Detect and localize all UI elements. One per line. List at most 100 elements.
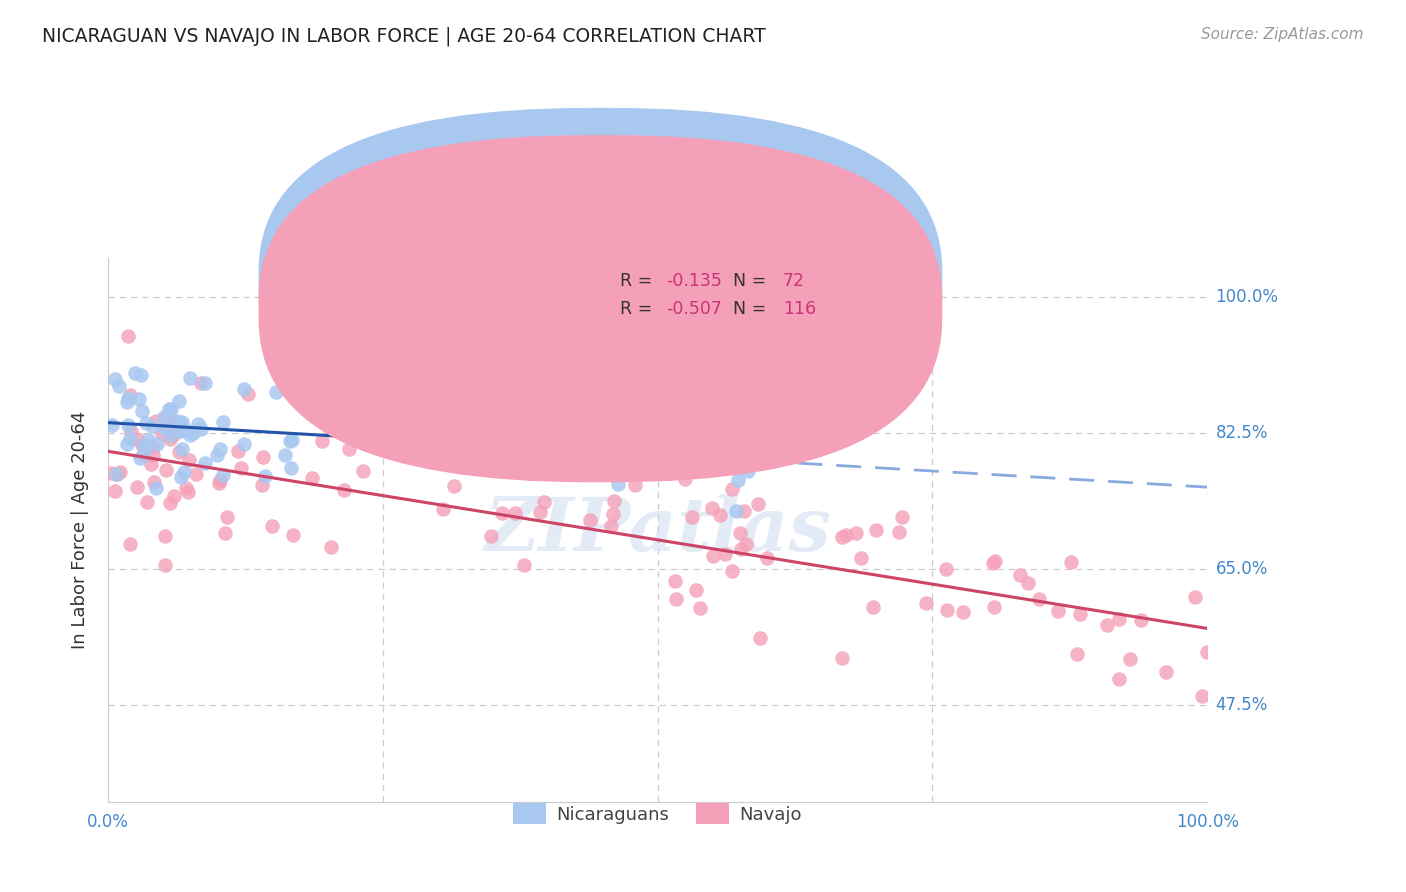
Point bbox=[735, 537, 758, 551]
Point bbox=[607, 477, 630, 491]
Point bbox=[935, 603, 957, 617]
Point bbox=[108, 379, 131, 393]
Point bbox=[153, 409, 176, 424]
Point bbox=[117, 328, 139, 343]
Point bbox=[831, 651, 853, 665]
Point bbox=[319, 540, 342, 554]
Point bbox=[194, 457, 217, 471]
Point bbox=[1010, 568, 1032, 582]
Point bbox=[134, 438, 156, 452]
Point bbox=[166, 414, 188, 428]
Point bbox=[533, 495, 555, 509]
Point bbox=[1191, 689, 1213, 703]
Point bbox=[226, 444, 249, 458]
Point bbox=[170, 415, 193, 429]
Text: N =: N = bbox=[734, 272, 772, 291]
Point bbox=[1108, 612, 1130, 626]
Point bbox=[891, 510, 914, 524]
Point bbox=[849, 551, 872, 566]
Text: 0.0%: 0.0% bbox=[87, 814, 129, 831]
Point bbox=[278, 434, 301, 449]
Point bbox=[700, 500, 723, 515]
Point bbox=[602, 507, 624, 521]
Point bbox=[117, 417, 139, 432]
Point bbox=[669, 384, 692, 399]
Y-axis label: In Labor Force | Age 20-64: In Labor Force | Age 20-64 bbox=[72, 411, 89, 649]
Text: R =: R = bbox=[620, 272, 658, 291]
Point bbox=[727, 473, 749, 487]
Point bbox=[983, 600, 1005, 615]
Point bbox=[689, 600, 711, 615]
Point bbox=[478, 392, 501, 406]
Point bbox=[1156, 665, 1178, 680]
Point bbox=[115, 437, 138, 451]
Text: R =: R = bbox=[620, 300, 658, 318]
Point bbox=[264, 384, 287, 399]
Point bbox=[167, 415, 190, 429]
Point bbox=[145, 414, 167, 428]
Point bbox=[153, 529, 176, 543]
Point bbox=[100, 466, 122, 480]
Point bbox=[115, 395, 138, 409]
Point bbox=[280, 461, 302, 475]
Point bbox=[311, 434, 333, 449]
Point bbox=[523, 426, 546, 441]
Point bbox=[274, 449, 297, 463]
Point bbox=[162, 427, 184, 442]
Point bbox=[186, 467, 208, 482]
Point bbox=[190, 422, 212, 436]
Point bbox=[160, 414, 183, 428]
Point bbox=[737, 464, 759, 478]
Point bbox=[1118, 652, 1140, 666]
Point bbox=[1028, 591, 1050, 606]
Point bbox=[332, 483, 354, 498]
Point bbox=[337, 442, 360, 457]
Point bbox=[749, 631, 772, 645]
FancyBboxPatch shape bbox=[259, 108, 942, 455]
Point bbox=[169, 424, 191, 438]
Point bbox=[156, 409, 179, 423]
Point bbox=[1059, 555, 1081, 569]
Point bbox=[281, 434, 304, 448]
Point bbox=[391, 411, 413, 425]
Point bbox=[233, 382, 256, 396]
Text: -0.135: -0.135 bbox=[666, 272, 723, 291]
Point bbox=[321, 384, 343, 399]
Text: 100.0%: 100.0% bbox=[1175, 814, 1239, 831]
Point bbox=[520, 463, 543, 477]
Point bbox=[834, 528, 856, 542]
Point bbox=[232, 437, 254, 451]
Point bbox=[214, 525, 236, 540]
Point bbox=[831, 530, 853, 544]
Point bbox=[755, 551, 778, 566]
Point bbox=[624, 477, 647, 491]
Point bbox=[209, 442, 232, 456]
Point bbox=[981, 556, 1004, 570]
Point bbox=[231, 461, 253, 475]
Point bbox=[104, 467, 127, 482]
Point bbox=[167, 425, 190, 439]
Point bbox=[1017, 575, 1039, 590]
Point bbox=[952, 605, 974, 619]
Point bbox=[503, 506, 526, 520]
Point bbox=[713, 547, 735, 561]
Text: ZIPatlas: ZIPatlas bbox=[484, 494, 831, 566]
Point bbox=[1129, 613, 1152, 627]
Point bbox=[664, 574, 686, 589]
Point bbox=[208, 475, 231, 490]
Point bbox=[733, 504, 755, 518]
Point bbox=[153, 421, 176, 435]
Point bbox=[212, 468, 235, 483]
Point bbox=[163, 489, 186, 503]
Point bbox=[174, 481, 197, 495]
Point bbox=[862, 600, 884, 615]
Point bbox=[153, 558, 176, 572]
Point bbox=[443, 479, 465, 493]
Point bbox=[120, 537, 142, 551]
Point bbox=[1184, 591, 1206, 605]
Point bbox=[1066, 647, 1088, 661]
Text: -0.507: -0.507 bbox=[666, 300, 723, 318]
Point bbox=[179, 371, 201, 385]
Point bbox=[134, 442, 156, 456]
Point bbox=[865, 523, 887, 537]
